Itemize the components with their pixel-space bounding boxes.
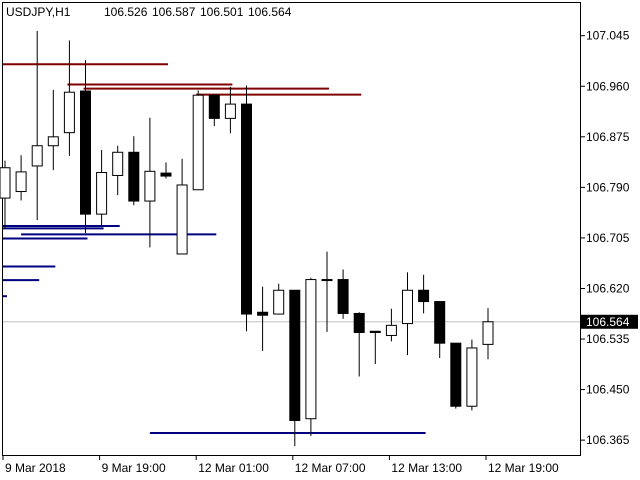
bear-candle-body (418, 289, 430, 303)
bear-candle-body (353, 312, 365, 333)
price-tick-label: 106.620 (586, 281, 630, 295)
bear-candle-body (337, 279, 349, 314)
current-price-badge (581, 314, 638, 329)
candle (47, 89, 59, 171)
bear-candle-body (369, 330, 381, 333)
bear-candle-body (289, 289, 301, 422)
bull-candle-body (112, 151, 124, 176)
candle (289, 289, 301, 447)
price-axis[interactable]: 107.045 106.960 106.875 106.790 106.705 106.6… (580, 29, 638, 447)
candle (63, 40, 75, 156)
time-tick-label: 9 Mar 19:00 (102, 461, 166, 475)
candle (80, 60, 91, 234)
bear-candle-body (257, 311, 269, 316)
bull-candle-body (63, 91, 75, 134)
ohlc-open: 106.526 (104, 5, 148, 19)
time-tick-label: 12 Mar 01:00 (198, 461, 269, 475)
candle (337, 269, 349, 319)
bear-candle-body (80, 90, 91, 215)
bull-candle-body (144, 170, 156, 202)
candle (434, 301, 446, 359)
bull-candle-body (47, 136, 59, 147)
candle (385, 308, 397, 342)
symbol-label: USDJPY,H1 (6, 5, 71, 19)
price-tick-label: 107.045 (586, 29, 630, 43)
time-tick-label: 12 Mar 13:00 (391, 461, 462, 475)
bull-candle-body (192, 94, 204, 191)
level-lines (3, 63, 426, 434)
candle (128, 136, 140, 206)
bear-candle-body (128, 151, 140, 202)
candle (257, 286, 269, 351)
ohlc-close: 106.564 (248, 5, 292, 19)
bull-candle-body (176, 184, 188, 255)
ohlc-high: 106.587 (152, 5, 196, 19)
time-tick-label: 12 Mar 07:00 (295, 461, 366, 475)
candle (241, 85, 252, 332)
bull-candle-body (466, 347, 478, 407)
candle (273, 283, 285, 315)
candle (112, 145, 124, 196)
candle (482, 308, 494, 360)
candle (305, 277, 317, 436)
price-tick-label: 106.960 (586, 79, 630, 93)
candle (176, 158, 188, 255)
bull-candle-body (0, 167, 11, 199)
candle (15, 155, 27, 201)
bull-candle-body (224, 103, 236, 119)
bull-candle-body (96, 172, 108, 215)
bear-candle-body (160, 172, 172, 177)
price-tick-label: 106.875 (586, 130, 630, 144)
price-tick-label: 106.535 (586, 332, 630, 346)
price-tick-label: 106.365 (586, 433, 630, 447)
time-tick-label: 12 Mar 19:00 (488, 461, 559, 475)
candle (224, 86, 236, 134)
time-axis[interactable]: 9 Mar 2018 9 Mar 19:00 12 Mar 01:00 12 Mar … (2, 455, 559, 475)
bull-candle-body (31, 145, 43, 167)
price-tick-label: 106.450 (586, 383, 630, 397)
candle (0, 160, 11, 229)
candle (450, 342, 462, 409)
bull-candle-body (385, 324, 397, 336)
candle (96, 149, 108, 227)
candle (418, 274, 430, 314)
bull-candle-body (305, 279, 317, 420)
bear-candle-body (450, 342, 462, 407)
bear-candle-body (208, 94, 220, 119)
bull-candle-body (321, 279, 333, 282)
bull-candle-body (482, 321, 494, 345)
candle (321, 251, 333, 332)
bull-candle-body (15, 171, 27, 193)
candle (144, 117, 156, 248)
bear-candle-body (434, 301, 446, 344)
bear-candle-body (241, 103, 252, 315)
candle (402, 272, 413, 356)
candle (353, 312, 365, 377)
price-tick-label: 106.790 (586, 180, 630, 194)
plot-border (2, 2, 581, 456)
ohlc-low: 106.501 (200, 5, 244, 19)
candle (369, 330, 381, 365)
candle (192, 90, 204, 191)
candles (0, 30, 494, 447)
candle (466, 339, 478, 411)
candle (160, 162, 172, 179)
candle (208, 94, 220, 127)
bull-candle-body (273, 289, 285, 315)
candle (31, 30, 43, 221)
current-price-badge-label: 106.564 (586, 315, 630, 329)
price-tick-label: 106.705 (586, 231, 630, 245)
bull-candle-body (402, 289, 413, 325)
time-tick-label: 9 Mar 2018 (5, 461, 66, 475)
